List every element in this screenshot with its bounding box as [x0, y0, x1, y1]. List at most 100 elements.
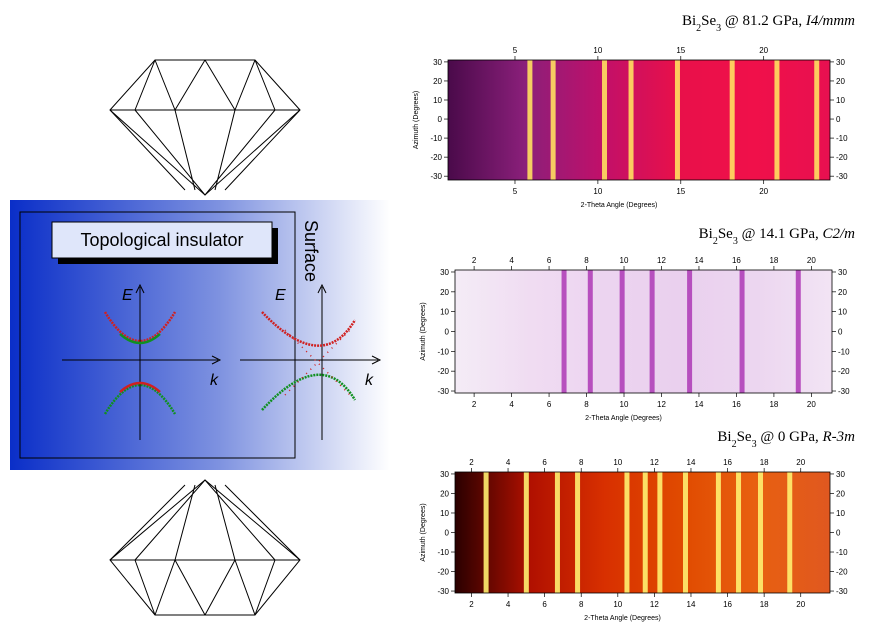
image-frame	[447, 59, 831, 181]
y-tick-label: -30	[430, 172, 442, 181]
diffraction-image	[448, 60, 830, 180]
y-tick-label: -10	[836, 548, 848, 557]
title-part: 3	[752, 439, 757, 450]
title-part: C2/m	[822, 226, 855, 242]
x-tick-label: 20	[759, 187, 768, 196]
x-tick-label: 18	[760, 600, 769, 609]
x-tick-label: 8	[579, 600, 584, 609]
x-tick-label: 2	[472, 256, 477, 265]
y-tick-label: 20	[836, 77, 845, 86]
diamond-bottom	[109, 479, 301, 616]
x-tick-label: 10	[593, 46, 602, 55]
title-part: Bi	[717, 429, 731, 445]
y-tick-label: 0	[836, 529, 841, 538]
x-tick-label: 10	[620, 256, 629, 265]
diffraction-line	[649, 270, 655, 393]
x-tick-label: 10	[620, 400, 629, 409]
y-tick-label: -20	[437, 568, 449, 577]
title-part: Bi	[682, 13, 696, 29]
x-tick-label: 12	[657, 256, 666, 265]
diffraction-line	[682, 472, 688, 593]
y-tick-label: 0	[836, 115, 841, 124]
axis-k: k	[210, 372, 219, 389]
x-tick-label: 10	[593, 187, 602, 196]
axis-e: E	[122, 287, 133, 304]
diffraction-line	[739, 270, 745, 393]
diffraction-line	[575, 472, 581, 593]
diffraction-line	[787, 472, 793, 593]
bulk-bands	[62, 283, 222, 440]
diffraction-line	[729, 60, 735, 180]
y-tick-label: -10	[836, 134, 848, 143]
x-axis-label: 2-Theta Angle (Degrees)	[584, 615, 661, 622]
y-tick-label: 10	[440, 308, 449, 317]
panel-title: Bi2Se3 @ 14.1 GPa, C2/m	[699, 226, 856, 247]
diffraction-line	[795, 270, 801, 393]
x-tick-label: 10	[613, 600, 622, 609]
y-tick-label: -10	[437, 347, 449, 356]
x-axis-label: 2-Theta Angle (Degrees)	[581, 202, 658, 209]
x-tick-label: 2	[469, 600, 474, 609]
y-tick-label: 0	[445, 529, 450, 538]
x-tick-label: 14	[687, 600, 696, 609]
diffraction-line	[561, 270, 567, 393]
x-tick-label: 20	[796, 600, 805, 609]
title-part: 2	[713, 236, 718, 247]
panel-title: Bi2Se3 @ 0 GPa, R-3m	[717, 429, 855, 450]
diffraction-image	[455, 472, 830, 593]
y-tick-label: 10	[440, 509, 449, 518]
x-tick-label: 16	[723, 600, 732, 609]
diamond-top	[109, 59, 301, 196]
x-tick-label: 2	[469, 458, 474, 467]
x-tick-label: 15	[676, 187, 685, 196]
y-tick-label: -30	[836, 172, 848, 181]
y-tick-label: 20	[433, 77, 442, 86]
x-tick-label: 8	[584, 400, 589, 409]
x-tick-label: 18	[769, 256, 778, 265]
title-part: 3	[716, 23, 721, 34]
y-tick-label: 20	[836, 489, 845, 498]
y-tick-label: -30	[836, 587, 848, 596]
diffraction-image	[455, 270, 832, 393]
diffraction-line	[814, 60, 820, 180]
y-tick-label: -30	[437, 387, 449, 396]
x-tick-label: 4	[506, 458, 511, 467]
diffraction-line	[642, 472, 648, 593]
title-part: Se	[718, 226, 733, 242]
x-tick-label: 8	[584, 256, 589, 265]
y-tick-label: 0	[445, 328, 450, 337]
diffraction-line	[657, 472, 663, 593]
x-tick-label: 5	[513, 46, 518, 55]
y-tick-label: 30	[836, 470, 845, 479]
surface-bands	[240, 283, 382, 440]
label-box	[51, 221, 273, 259]
x-tick-label: 12	[650, 600, 659, 609]
x-tick-label: 10	[613, 458, 622, 467]
y-tick-label: -10	[430, 134, 442, 143]
x-tick-label: 6	[542, 458, 547, 467]
title-part: @ 81.2 GPa,	[721, 13, 806, 29]
x-tick-label: 16	[723, 458, 732, 467]
x-tick-label: 4	[506, 600, 511, 609]
title-part: 2	[732, 439, 737, 450]
diffraction-line	[523, 472, 529, 593]
y-tick-label: -20	[836, 568, 848, 577]
y-tick-label: 20	[838, 288, 847, 297]
diffraction-line	[674, 60, 680, 180]
title-part: 3	[733, 236, 738, 247]
diffraction-line	[554, 472, 560, 593]
x-tick-label: 6	[542, 600, 547, 609]
label: Topological insulator	[80, 230, 243, 250]
diffraction-line	[774, 60, 780, 180]
title-part: R-3m	[822, 429, 856, 445]
x-tick-label: 4	[509, 400, 514, 409]
y-tick-label: 10	[838, 308, 847, 317]
y-tick-label: -10	[838, 347, 850, 356]
diffraction-line	[687, 270, 693, 393]
diffraction-line	[483, 472, 489, 593]
y-tick-label: -30	[838, 387, 850, 396]
y-tick-label: 30	[440, 268, 449, 277]
x-tick-label: 15	[676, 46, 685, 55]
x-tick-label: 14	[695, 400, 704, 409]
